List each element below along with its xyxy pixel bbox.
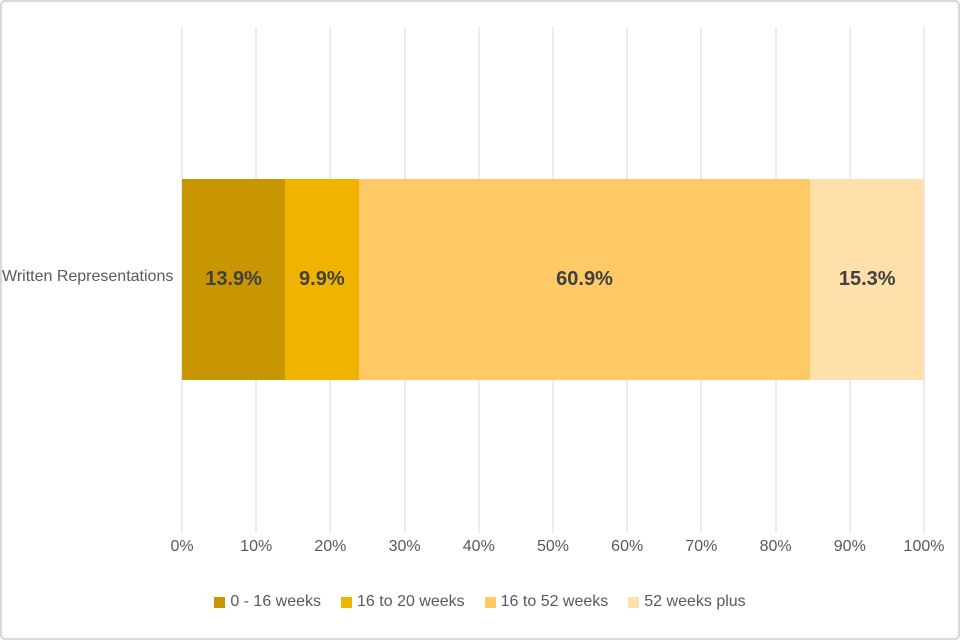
plot-area: 13.9% 9.9% 60.9% 15.3% [181, 27, 925, 533]
x-tick-label: 20% [314, 538, 347, 555]
bar-segment-16-to-20-weeks: 9.9% [285, 179, 359, 380]
legend-item-0-16-weeks: 0 - 16 weeks [214, 593, 321, 611]
legend-item-16-to-52-weeks: 16 to 52 weeks [484, 593, 609, 611]
legend-swatch-icon [628, 596, 640, 608]
x-tick-label: 40% [462, 538, 495, 555]
axis-tick [329, 528, 331, 533]
gridline [923, 27, 925, 528]
axis-tick [775, 528, 777, 533]
axis-tick [181, 528, 183, 533]
axis-tick [700, 528, 702, 533]
x-tick-label: 80% [759, 538, 792, 555]
legend-swatch-icon [214, 596, 226, 608]
data-label: 60.9% [556, 268, 613, 290]
legend-item-16-to-20-weeks: 16 to 20 weeks [341, 593, 465, 611]
axis-tick [626, 528, 628, 533]
bar-segment-52-weeks-plus: 15.3% [810, 179, 924, 380]
legend-label: 16 to 52 weeks [500, 593, 609, 610]
bar-segment-16-to-52-weeks: 60.9% [358, 179, 811, 380]
x-tick-label: 0% [170, 538, 194, 555]
axis-tick [255, 528, 257, 533]
stacked-bar: 13.9% 9.9% 60.9% 15.3% [182, 179, 924, 380]
x-tick-label: 70% [685, 538, 718, 555]
x-tick-label: 30% [388, 538, 421, 555]
axis-tick [552, 528, 554, 533]
x-tick-label: 100% [903, 538, 945, 555]
x-tick-label: 50% [536, 538, 570, 555]
data-label: 15.3% [838, 268, 896, 290]
axis-tick [923, 528, 925, 533]
legend-label: 16 to 20 weeks [357, 593, 465, 610]
legend-swatch-icon [484, 596, 496, 608]
legend-swatch-icon [341, 596, 353, 608]
x-axis: 0% 10% 20% 30% 40% 50% 60% 70% 80% 90% 100% [170, 538, 944, 558]
legend-label: 52 weeks plus [644, 593, 746, 610]
axis-tick [478, 528, 480, 533]
x-tick-label: 60% [611, 538, 644, 555]
x-tick-label: 10% [240, 538, 273, 555]
data-label: 13.9% [205, 268, 262, 290]
data-label: 9.9% [299, 268, 345, 290]
category-label: Written Representations [2, 268, 174, 285]
bar-segment-0-16-weeks: 13.9% [182, 179, 286, 380]
axis-tick [849, 528, 851, 533]
axis-tick [404, 528, 406, 533]
x-tick-label: 90% [833, 538, 866, 555]
legend: 0 - 16 weeks 16 to 20 weeks 16 to 52 weeks… [2, 593, 958, 611]
legend-label: 0 - 16 weeks [230, 593, 322, 610]
legend-item-52-weeks-plus: 52 weeks plus [628, 593, 746, 611]
